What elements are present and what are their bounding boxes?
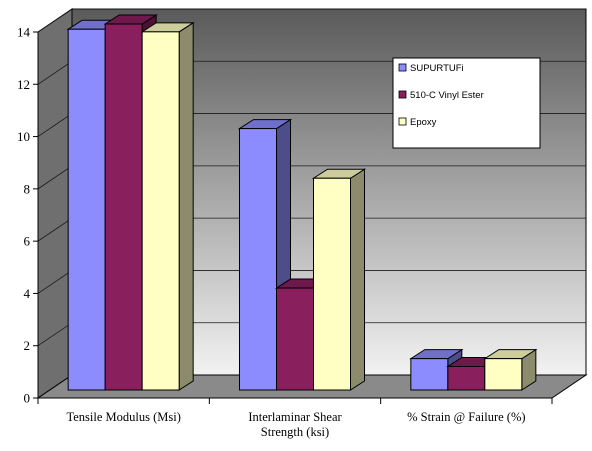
y-tick-label: 8 <box>24 181 31 196</box>
legend-box <box>392 57 541 149</box>
y-tick-label: 12 <box>17 77 30 92</box>
x-category-label-line: Strength (ksi) <box>261 425 329 439</box>
bar-front <box>67 28 106 391</box>
bar-front <box>104 23 143 391</box>
legend-swatch <box>398 90 407 99</box>
gridline <box>37 8 586 33</box>
bar-front <box>410 358 449 391</box>
y-tick-label: 2 <box>24 338 31 353</box>
bar-side <box>350 168 365 391</box>
bar <box>237 118 293 391</box>
legend-entry-label: SUPURTUFi <box>410 63 464 74</box>
bar <box>140 21 195 391</box>
bar <box>483 348 538 391</box>
legend-swatch <box>398 63 407 72</box>
y-tick-label: 10 <box>17 129 30 144</box>
legend-swatch <box>398 117 407 126</box>
bar-front <box>141 31 180 391</box>
bar-front <box>276 287 314 391</box>
bar-front <box>239 128 277 391</box>
y-tick-label: 4 <box>24 286 31 301</box>
bar <box>311 168 367 391</box>
x-category-label-line: Tensile Modulus (Msi) <box>66 410 180 424</box>
y-tick-label: 14 <box>17 25 31 40</box>
y-tick-label: 0 <box>24 391 31 406</box>
bar-front <box>313 177 351 391</box>
x-category-label-line: % Strain @ Failure (%) <box>407 410 525 424</box>
legend-entry-label: 510-C Vinyl Ester <box>410 90 484 101</box>
bar-front <box>484 358 523 391</box>
bar-front <box>447 365 486 391</box>
x-category-label: Tensile Modulus (Msi) <box>66 410 180 424</box>
bar-side <box>178 21 194 391</box>
y-tick-label: 6 <box>24 234 31 249</box>
x-category-label: % Strain @ Failure (%) <box>407 410 525 424</box>
legend-entry-label: Epoxy <box>410 117 437 128</box>
legend: SUPURTUFi 510-C Vinyl Ester Epoxy <box>392 57 541 149</box>
side-wall <box>37 8 73 399</box>
x-category-label: Interlaminar Shear Strength (ksi) <box>248 410 342 439</box>
x-category-label-line: Interlaminar Shear <box>248 410 342 424</box>
